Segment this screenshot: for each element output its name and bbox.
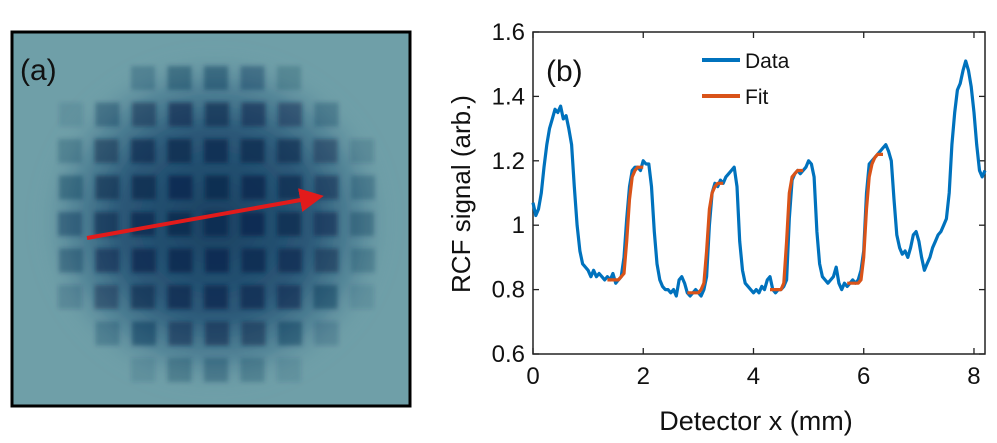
mesh-square <box>168 102 193 127</box>
x-tick-label: 4 <box>747 363 760 390</box>
mesh-square <box>168 248 193 273</box>
mesh-square <box>95 321 120 346</box>
x-tick-label: 6 <box>857 363 870 390</box>
mesh-square <box>132 248 156 273</box>
mesh-square <box>131 66 155 90</box>
mesh-square <box>205 102 229 127</box>
mesh-square <box>204 285 228 309</box>
mesh-square <box>240 285 265 309</box>
mesh-square <box>241 102 266 127</box>
mesh-square <box>132 175 156 200</box>
mesh-square <box>131 139 155 163</box>
rcf-film-panel: (a) <box>10 30 412 408</box>
fit-series-segment <box>687 181 724 295</box>
y-tick-label: 0.6 <box>492 341 525 368</box>
mesh-square <box>58 139 82 163</box>
mesh-square <box>241 321 266 346</box>
data-series-line <box>531 59 987 298</box>
mesh-square <box>204 139 228 163</box>
mesh-square <box>313 139 338 163</box>
mesh-square <box>204 358 228 382</box>
fit-series-segment <box>770 168 804 292</box>
mesh-square <box>94 285 119 309</box>
y-tick-label: 1 <box>512 212 525 239</box>
mesh-square <box>277 358 301 382</box>
mesh-square <box>277 66 301 90</box>
mesh-square <box>277 139 301 163</box>
mesh-square <box>241 248 266 273</box>
y-tick-label: 1.4 <box>492 83 525 110</box>
mesh-square <box>351 248 375 273</box>
mesh-square <box>240 66 265 90</box>
legend-fit-label: Fit <box>745 86 768 109</box>
mesh-square <box>278 102 302 127</box>
mesh-square <box>59 248 83 273</box>
x-tick-label: 2 <box>637 363 650 390</box>
line-profile-chart: 0 2 4 6 8 0.6 0.8 1 1.2 1.4 1.6 (b) Data Fit Detec… <box>446 19 987 436</box>
mesh-square <box>205 248 229 273</box>
mesh-square <box>59 102 83 127</box>
x-tick-label: 0 <box>526 363 539 390</box>
mesh-square <box>350 139 374 163</box>
mesh-square <box>167 139 192 163</box>
mesh-square <box>58 212 82 236</box>
panel-b-label: (b) <box>546 55 583 88</box>
mesh-square <box>95 175 120 200</box>
mesh-square <box>132 321 156 346</box>
mesh-square <box>351 175 375 200</box>
y-tick-label: 1.2 <box>492 148 525 175</box>
mesh-square <box>205 321 229 346</box>
plot-frame <box>532 31 986 355</box>
mesh-square <box>277 212 301 236</box>
line-profile-arrow <box>86 188 324 240</box>
mesh-square <box>204 66 228 90</box>
mesh-square <box>240 139 265 163</box>
film-frame <box>10 30 412 408</box>
legend-data-label: Data <box>745 50 790 73</box>
plot-series <box>531 59 987 298</box>
fit-series-segment <box>607 165 644 282</box>
mesh-square <box>241 175 266 200</box>
y-tick-label: 1.6 <box>492 19 525 46</box>
mesh-square <box>205 175 229 200</box>
mesh-square <box>58 285 82 309</box>
y-axis-label: RCF signal (arb.) <box>446 95 476 293</box>
y-tick-label: 0.8 <box>492 277 525 304</box>
mesh-square <box>95 248 120 273</box>
mesh-square <box>240 212 265 236</box>
mesh-square <box>131 212 155 236</box>
chart-axes: 0 2 4 6 8 0.6 0.8 1 1.2 1.4 1.6 <box>492 19 986 390</box>
mesh-square <box>314 102 339 127</box>
mesh-square <box>168 321 193 346</box>
x-tick-label: 8 <box>967 363 980 390</box>
mesh-square <box>94 139 119 163</box>
mesh-square <box>313 212 338 236</box>
mesh-square <box>278 321 302 346</box>
fit-series-segment <box>847 152 883 285</box>
mesh-square <box>350 212 374 236</box>
mesh-square-grid <box>58 66 375 382</box>
mesh-square <box>350 285 374 309</box>
mesh-square <box>313 285 338 309</box>
panel-a-label: (a) <box>20 54 57 87</box>
legend: Data Fit <box>702 50 790 109</box>
mesh-square <box>278 248 302 273</box>
mesh-square <box>59 175 83 200</box>
mesh-square <box>168 175 193 200</box>
mesh-square <box>277 285 301 309</box>
mesh-square <box>314 321 339 346</box>
mesh-square <box>167 66 192 90</box>
mesh-square <box>131 285 155 309</box>
mesh-square <box>131 358 155 382</box>
x-axis-label: Detector x (mm) <box>659 406 853 436</box>
mesh-square <box>240 358 265 382</box>
mesh-square <box>167 358 192 382</box>
mesh-square <box>167 285 192 309</box>
mesh-square <box>278 175 302 200</box>
mesh-square <box>95 102 120 127</box>
mesh-square <box>314 175 339 200</box>
mesh-square <box>132 102 156 127</box>
mesh-square <box>314 248 339 273</box>
